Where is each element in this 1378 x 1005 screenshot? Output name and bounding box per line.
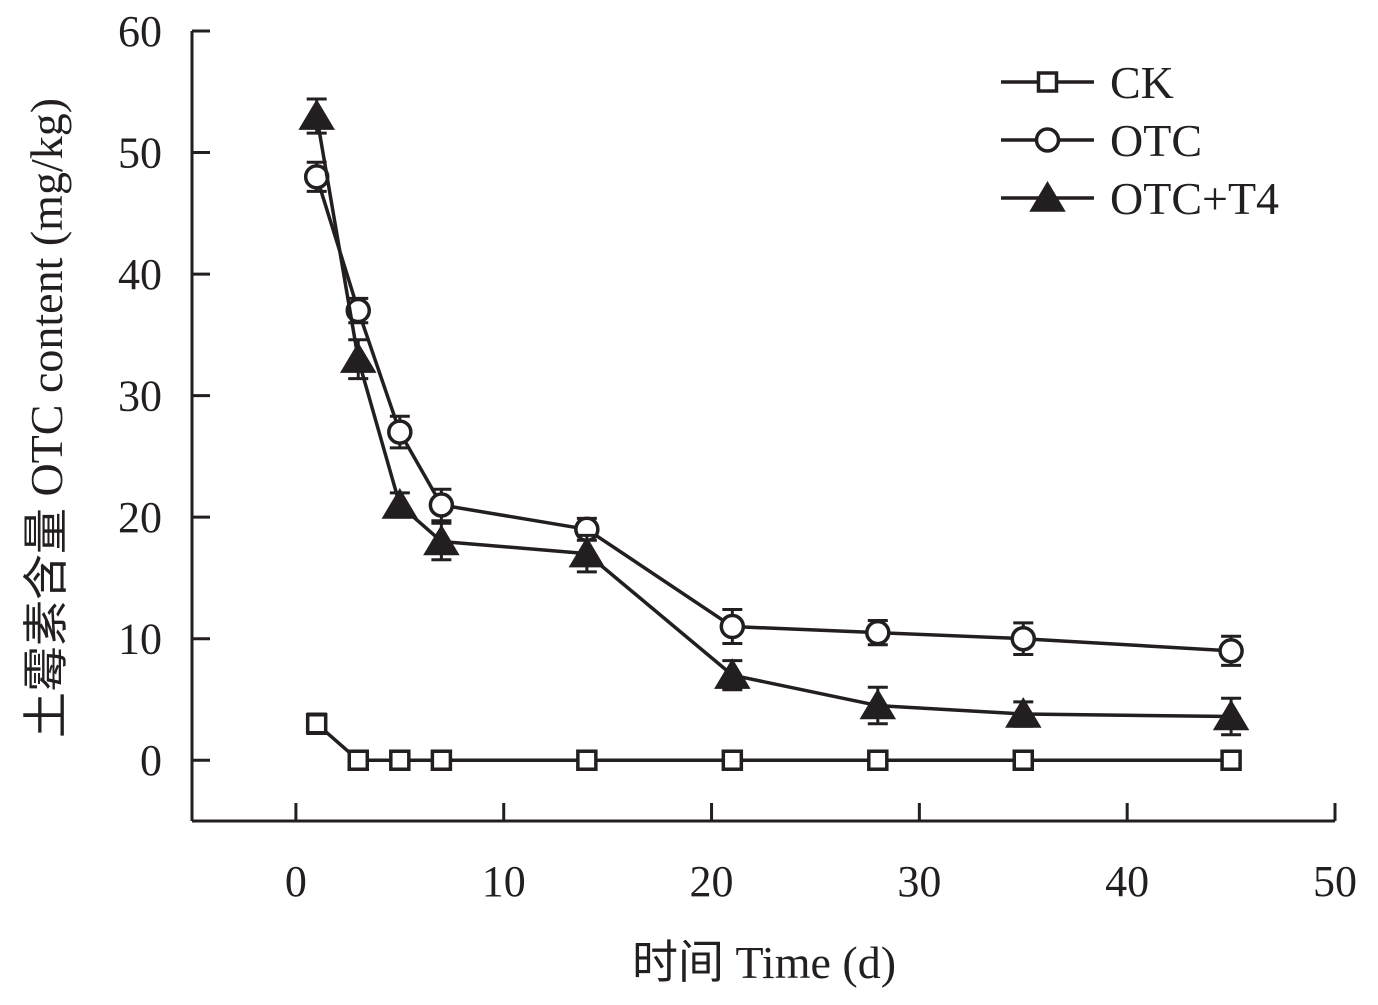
data-point-otc-t4 <box>381 488 419 519</box>
data-point-otc <box>1218 638 1244 664</box>
data-point-otc-t4 <box>423 524 460 556</box>
legend-label-otc: OTC <box>1110 115 1202 166</box>
y-tick-label: 50 <box>118 129 162 178</box>
data-point-ck <box>867 749 889 771</box>
y-axis-label: 土霉素含量 OTC content (mg/kg) <box>21 98 72 738</box>
data-point-ck <box>305 713 328 735</box>
data-point-ck <box>1220 749 1242 771</box>
legend-entry-ck: CK <box>1001 57 1174 108</box>
data-point-otc <box>865 619 891 646</box>
x-tick-label: 40 <box>1105 857 1149 906</box>
legend-label-otc-t4: OTC+T4 <box>1110 173 1279 224</box>
data-point-otc-t4 <box>339 342 377 373</box>
x-tick-label: 0 <box>285 857 307 906</box>
legend-entry-otc: OTC <box>1001 115 1202 166</box>
data-point-ck <box>1012 749 1035 771</box>
legend: CK OTC OTC+T4 <box>1001 57 1279 224</box>
data-point-otc-t4 <box>568 536 606 568</box>
x-tick-label: 20 <box>690 857 734 906</box>
series-layer <box>298 97 1250 771</box>
y-tick-label: 0 <box>140 736 162 785</box>
legend-marker-ck <box>1036 71 1059 93</box>
series-line-otc-t4 <box>314 115 1232 719</box>
data-point-otc-t4 <box>1005 697 1042 728</box>
y-tick-label: 20 <box>118 493 162 542</box>
series-otc <box>303 160 1244 667</box>
data-point-otc <box>345 297 372 324</box>
data-point-otc-t4 <box>298 99 335 130</box>
data-point-ck <box>389 749 411 771</box>
data-point-otc-t4 <box>714 658 751 689</box>
y-tick-label: 10 <box>118 615 162 664</box>
data-point-otc-t4 <box>1212 699 1250 731</box>
series-line-ck <box>315 722 1232 762</box>
legend-entry-otc-t4: OTC+T4 <box>1001 173 1279 224</box>
data-point-otc-t4 <box>859 688 897 720</box>
series-otc-t4 <box>298 97 1250 737</box>
data-point-otc <box>428 492 455 518</box>
legend-marker-otc <box>1034 127 1061 153</box>
y-tick-label: 30 <box>118 372 162 421</box>
axes: 0 10 20 30 40 50 60 0 10 20 30 40 50 <box>118 7 1357 906</box>
data-point-ck <box>576 749 598 771</box>
data-point-ck <box>430 749 453 771</box>
data-point-otc <box>719 613 746 640</box>
x-axis-label: 时间 Time (d) <box>632 937 896 988</box>
legend-label-ck: CK <box>1110 57 1174 108</box>
y-tick-label: 60 <box>118 7 162 56</box>
x-tick-label: 10 <box>482 857 526 906</box>
x-tick-label: 30 <box>897 857 941 906</box>
data-point-otc <box>387 419 413 445</box>
series-ck <box>305 712 1242 771</box>
data-point-otc <box>1010 625 1037 652</box>
legend-marker-otc-t4 <box>1029 181 1066 212</box>
data-point-ck <box>721 749 744 771</box>
y-tick-label: 40 <box>118 250 162 299</box>
data-point-ck <box>347 749 370 771</box>
x-tick-label: 50 <box>1313 857 1357 906</box>
series-line-otc <box>315 176 1232 653</box>
